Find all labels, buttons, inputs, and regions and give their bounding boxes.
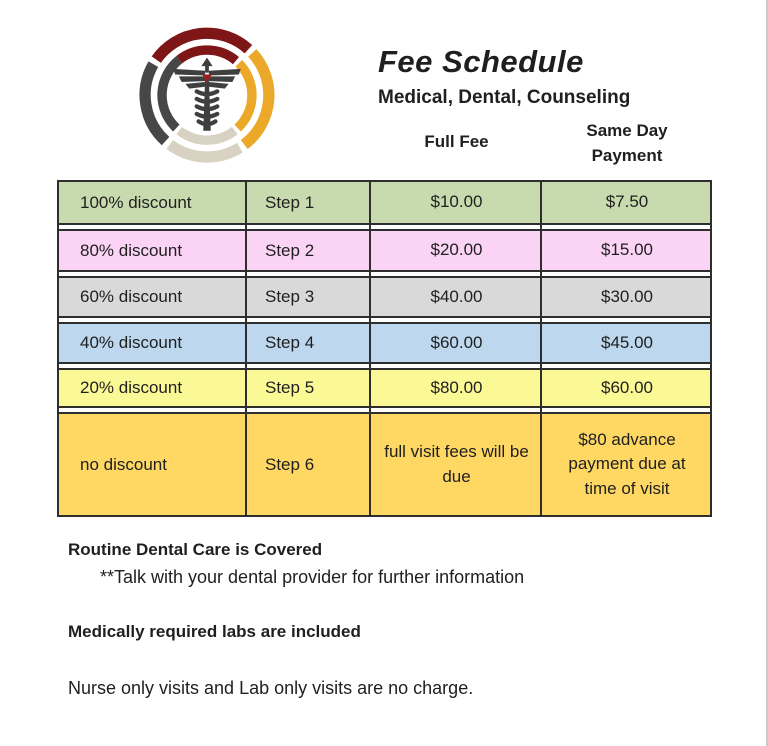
same-day-cell: $30.00: [601, 286, 653, 306]
discount-cell: 60% discount: [80, 287, 183, 306]
table-border-line: [245, 180, 247, 517]
discount-cell: 80% discount: [80, 240, 183, 260]
medicine-wheel-caduceus-icon: [139, 27, 275, 163]
discount-cell: 100% discount: [80, 192, 192, 212]
note-nurse-lab: Nurse only visits and Lab only visits ar…: [68, 678, 474, 698]
note-dental-detail: **Talk with your dental provider for fur…: [100, 567, 525, 587]
table-row: no discount Step 6 full visit fees will …: [57, 412, 712, 517]
table-row: 100% discount Step 1 $10.00 $7.50: [57, 180, 712, 225]
full-fee-cell: $80.00: [430, 377, 483, 397]
step-cell: Step 5: [265, 378, 315, 397]
fee-table: 100% discount Step 1 $10.00 $7.50 80% di…: [57, 180, 712, 517]
full-fee-cell: $10.00: [430, 192, 483, 212]
full-fee-cell: $60.00: [430, 332, 483, 352]
page-subtitle: Medical, Dental, Counseling: [378, 87, 631, 108]
same-day-cell: $7.50: [605, 192, 649, 212]
screen-edge-line: [766, 0, 768, 746]
same-day-cell: $80 advance payment due at time of visit: [568, 430, 686, 498]
table-row: 40% discount Step 4 $60.00 $45.00: [57, 322, 712, 364]
table-border-line: [540, 180, 542, 517]
table-row: 20% discount Step 5 $80.00 $60.00: [57, 368, 712, 408]
discount-cell: no discount: [80, 454, 167, 474]
table-border-line: [57, 180, 59, 517]
full-fee-cell: full visit fees will be due: [384, 442, 529, 486]
note-dental-heading: Routine Dental Care is Covered: [68, 540, 323, 559]
column-header-same-day-payment: Same Day Payment: [586, 121, 668, 165]
table-border-line: [369, 180, 371, 517]
table-row: 80% discount Step 2 $20.00 $15.00: [57, 229, 712, 272]
page-title: Fee Schedule: [378, 44, 584, 79]
same-day-cell: $45.00: [601, 332, 653, 352]
clinic-logo: [126, 22, 288, 172]
step-cell: Step 3: [265, 287, 315, 306]
step-cell: Step 4: [265, 333, 315, 352]
same-day-cell: $15.00: [601, 240, 653, 260]
step-cell: Step 2: [265, 240, 315, 260]
same-day-cell: $60.00: [601, 377, 653, 397]
discount-cell: 20% discount: [80, 378, 183, 397]
full-fee-cell: $40.00: [430, 286, 483, 306]
discount-cell: 40% discount: [80, 333, 183, 352]
full-fee-cell: $20.00: [430, 240, 483, 260]
step-cell: Step 6: [265, 454, 315, 474]
note-labs-heading: Medically required labs are included: [68, 622, 361, 641]
table-row: 60% discount Step 3 $40.00 $30.00: [57, 276, 712, 318]
step-cell: Step 1: [265, 192, 315, 212]
column-header-full-fee: Full Fee: [424, 132, 489, 151]
table-border-line: [710, 180, 712, 517]
